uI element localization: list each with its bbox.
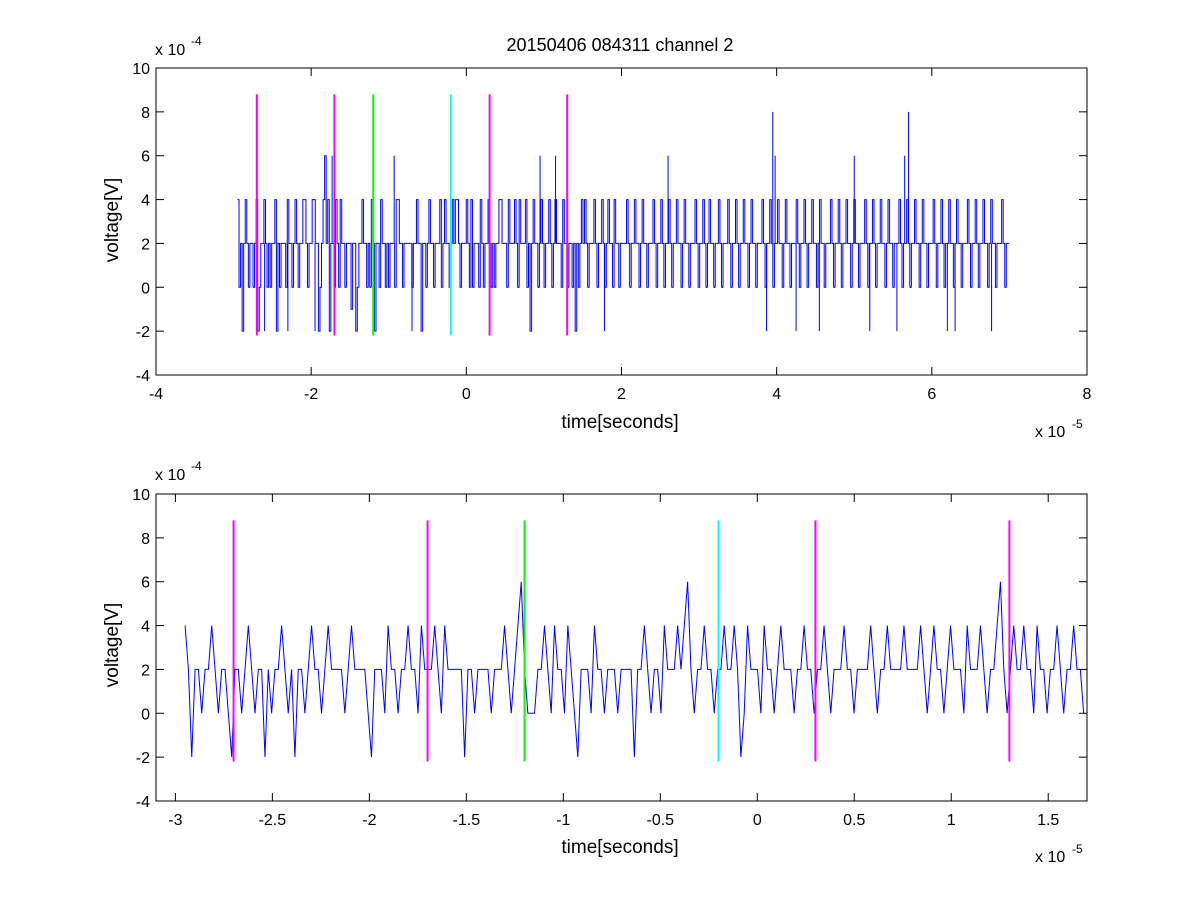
top-x-tick-label: -2 <box>304 386 318 403</box>
bottom-axes <box>155 493 1088 802</box>
bottom-y-tick-label: 2 <box>141 662 150 679</box>
bottom-x-tick-label: 0 <box>753 812 762 829</box>
bottom-x-tick-label: 1 <box>947 812 956 829</box>
top-y-tick-label: 6 <box>141 149 150 166</box>
bottom-signal-line <box>184 581 1085 758</box>
top-signal-line <box>237 155 1010 332</box>
subplot-top: -4 -2 0 2 4 6 8 -4 -2 0 2 4 6 8 10 time[seconds] volta… <box>102 34 1092 441</box>
top-y-exponent-base: x 10 <box>155 42 185 59</box>
bottom-x-tick-label: -1.5 <box>453 812 481 829</box>
top-marker-layer <box>255 94 569 336</box>
bottom-y-exponent-base: x 10 <box>155 467 185 484</box>
top-y-exponent-power: -4 <box>191 34 202 48</box>
top-x-exponent: x 10 -5 <box>1035 417 1083 441</box>
bottom-x-tick-label: 1.5 <box>1037 812 1059 829</box>
top-x-tick-label: 2 <box>617 386 626 403</box>
bottom-signal-layer <box>184 581 1085 758</box>
top-x-axis-label: time[seconds] <box>561 412 678 433</box>
top-y-tick-label: 8 <box>141 105 150 122</box>
bottom-x-tick-label: -2.5 <box>259 812 287 829</box>
top-tick-labels: -4 -2 0 2 4 6 8 -4 -2 0 2 4 6 8 10 <box>132 61 1091 403</box>
bottom-x-tick-label: -2 <box>362 812 376 829</box>
top-y-tick-label: -4 <box>136 368 150 385</box>
top-y-tick-label: -2 <box>136 324 150 341</box>
bottom-x-tick-label: -0.5 <box>647 812 675 829</box>
bottom-y-exponent-power: -4 <box>191 459 202 473</box>
bottom-x-tick-label: -1 <box>556 812 570 829</box>
top-y-tick-label: 0 <box>141 280 150 297</box>
bottom-y-tick-label: -2 <box>136 750 150 767</box>
bottom-x-tick-label: 0.5 <box>843 812 865 829</box>
bottom-y-tick-label: 6 <box>141 575 150 592</box>
bottom-tick-labels: -3 -2.5 -2 -1.5 -1 -0.5 0 0.5 1 1.5 -4 -2 0 2 4 6 8 10 <box>132 487 1059 829</box>
bottom-x-exponent-power: -5 <box>1072 842 1083 856</box>
top-y-axis-label: voltage[V] <box>102 178 123 263</box>
top-y-tick-label: 10 <box>132 61 150 78</box>
figure-title: 20150406 084311 channel 2 <box>507 35 734 55</box>
bottom-y-tick-label: 4 <box>141 619 150 636</box>
top-x-tick-label: 4 <box>772 386 781 403</box>
subplot-bottom: -3 -2.5 -2 -1.5 -1 -0.5 0 0.5 1 1.5 -4 -2 0 2 4 6 8 10 ti… <box>102 459 1088 866</box>
top-x-tick-label: 0 <box>462 386 471 403</box>
top-signal-layer <box>237 111 1010 332</box>
top-x-tick-label: -4 <box>149 386 163 403</box>
top-y-tick-label: 4 <box>141 193 150 210</box>
top-y-tick-label: 2 <box>141 236 150 253</box>
bottom-y-tick-label: 0 <box>141 706 150 723</box>
bottom-marker-layer <box>232 520 1011 762</box>
top-x-tick-label: 8 <box>1083 386 1092 403</box>
top-x-exponent-power: -5 <box>1072 417 1083 431</box>
top-axes <box>155 67 1088 376</box>
bottom-x-exponent-base: x 10 <box>1035 849 1065 866</box>
top-x-exponent-base: x 10 <box>1035 424 1065 441</box>
bottom-x-tick-label: -3 <box>168 812 182 829</box>
top-x-tick-label: 6 <box>927 386 936 403</box>
bottom-y-exponent: x 10 -4 <box>155 459 202 484</box>
bottom-x-exponent: x 10 -5 <box>1035 842 1083 866</box>
bottom-x-axis-label: time[seconds] <box>561 837 678 858</box>
top-y-exponent: x 10 -4 <box>155 34 202 59</box>
bottom-y-tick-label: 8 <box>141 531 150 548</box>
bottom-y-axis-label: voltage[V] <box>102 603 123 688</box>
bottom-y-tick-label: -4 <box>136 794 150 811</box>
bottom-axes-frame <box>155 493 1088 802</box>
bottom-y-tick-label: 10 <box>132 487 150 504</box>
